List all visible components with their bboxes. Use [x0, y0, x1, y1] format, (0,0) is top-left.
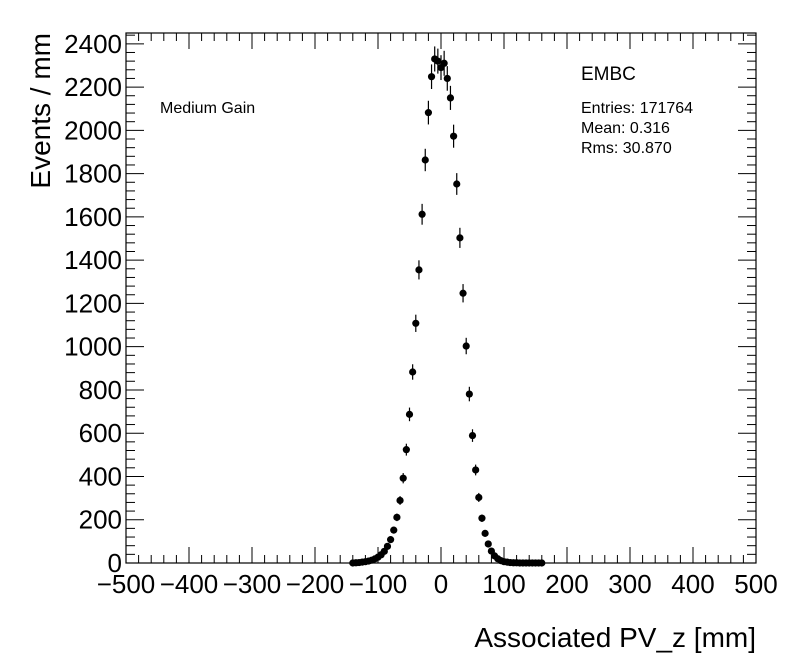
y-tick-label: 2000 — [64, 115, 122, 145]
y-tick-label: 600 — [79, 418, 122, 448]
y-tick-label: 400 — [79, 461, 122, 491]
data-point — [396, 496, 404, 505]
y-tick-label: 1000 — [64, 332, 122, 362]
y-tick-label: 1200 — [64, 288, 122, 318]
gain-label: Medium Gain — [160, 100, 255, 117]
data-point — [409, 364, 417, 380]
y-tick-label: 1600 — [64, 202, 122, 232]
x-tick-label: −100 — [349, 569, 408, 599]
y-axis-ticks — [126, 34, 756, 564]
x-tick-label: −200 — [286, 569, 345, 599]
data-point — [465, 386, 473, 402]
x-tick-label: 500 — [734, 569, 777, 599]
y-axis-title: Events / mm — [25, 33, 56, 189]
data-point — [472, 464, 480, 476]
data-point — [450, 124, 458, 148]
data-point — [478, 514, 486, 522]
y-tick-label: 1800 — [64, 159, 122, 189]
x-tick-label: −400 — [160, 569, 219, 599]
data-series-layer — [349, 46, 546, 567]
data-point — [462, 337, 470, 355]
data-point — [484, 540, 492, 548]
x-tick-label: −300 — [223, 569, 282, 599]
x-tick-label: −500 — [97, 569, 156, 599]
data-point — [393, 513, 401, 522]
mean-stat: Mean: 0.316 — [581, 120, 670, 137]
y-axis-tick-labels: 0 200 400 600 800 1000 1200 1400 1600 1800 2000 220… — [64, 29, 122, 578]
data-point — [390, 526, 398, 534]
x-tick-label: 0 — [434, 569, 448, 599]
data-point — [453, 173, 461, 195]
data-point — [387, 536, 395, 544]
x-tick-label: 400 — [671, 569, 714, 599]
x-tick-label: 300 — [608, 569, 651, 599]
chart-title: EMBC — [581, 64, 636, 85]
data-point — [415, 260, 423, 280]
y-tick-label: 800 — [79, 375, 122, 405]
data-point — [421, 148, 429, 172]
x-axis-ticks — [125, 33, 757, 563]
x-tick-label: 200 — [545, 569, 588, 599]
data-point — [440, 50, 448, 76]
data-point — [405, 407, 414, 422]
data-point — [402, 443, 410, 456]
rms-stat: Rms: 30.870 — [581, 140, 672, 157]
entries-stat: Entries: 171764 — [581, 100, 693, 117]
data-point — [446, 85, 455, 110]
data-point — [418, 203, 426, 225]
y-tick-label: 0 — [108, 548, 122, 578]
data-point — [424, 100, 432, 125]
series-embc-medium-gain — [349, 46, 546, 567]
data-point — [434, 48, 442, 74]
data-point — [475, 492, 483, 502]
data-point — [538, 559, 546, 567]
x-axis-title: Associated PV_z [mm] — [474, 622, 756, 653]
y-tick-label: 2200 — [64, 72, 122, 102]
data-point — [459, 284, 467, 303]
data-point — [468, 429, 477, 442]
data-point — [412, 314, 420, 332]
y-tick-label: 2400 — [64, 29, 122, 59]
data-point — [456, 227, 464, 248]
data-point — [399, 473, 407, 484]
y-tick-label: 1400 — [64, 245, 122, 275]
y-tick-label: 200 — [79, 505, 122, 535]
x-axis-tick-labels: −500 −400 −300 −200 −100 0 100 200 300 400 500 — [97, 569, 778, 599]
data-point — [427, 64, 436, 90]
data-point — [383, 542, 392, 550]
data-point — [481, 529, 489, 537]
data-point — [443, 66, 451, 91]
x-tick-label: 100 — [482, 569, 525, 599]
